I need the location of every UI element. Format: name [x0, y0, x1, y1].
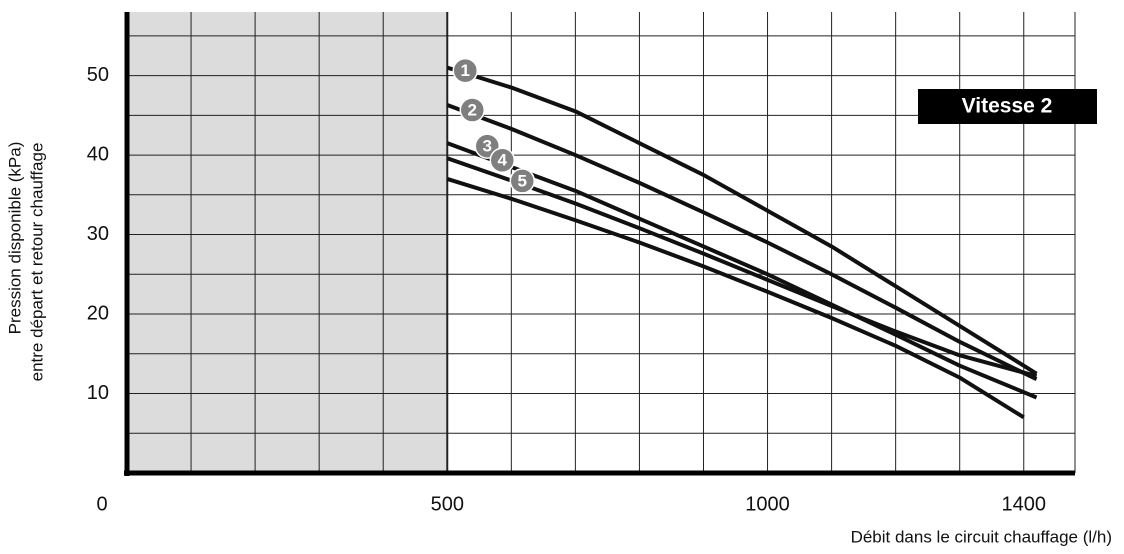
legend-label: 2: [468, 100, 477, 119]
y-tick-label: 40: [87, 143, 109, 165]
series-badge: 4: [489, 147, 516, 173]
series-line: [446, 103, 1038, 382]
series-line: [446, 156, 1038, 378]
series-line: [446, 141, 1038, 400]
y-axis-label: Pression disponible (kPa): [5, 142, 24, 335]
badge-circle: [459, 97, 486, 123]
x-axis-label: Débit dans le circuit chauffage (l/h): [851, 527, 1112, 546]
shaded-region: [127, 12, 448, 473]
y-tick-label: 30: [87, 223, 109, 245]
y-tick-label: 50: [87, 64, 109, 86]
legend-label: 4: [498, 151, 508, 170]
badge-circle: [509, 168, 536, 194]
badge-circle: [452, 57, 479, 84]
legend-label: 1: [461, 61, 470, 80]
y-tick-label: 20: [87, 302, 109, 324]
x-tick-label: 1400: [1002, 493, 1047, 515]
series-badge: 2: [459, 97, 486, 123]
series-badge: 1: [452, 57, 479, 84]
badge-circle: [489, 147, 516, 173]
series-line: [446, 65, 1038, 376]
series-line: [446, 177, 1025, 420]
annotation: Vitesse 2: [962, 95, 1053, 118]
legend-label: 3: [483, 137, 492, 156]
series-badge: 5: [509, 168, 536, 194]
x-tick-label: 0: [96, 493, 107, 515]
x-tick-label: 1000: [745, 493, 790, 515]
annotation-box: [918, 89, 1097, 124]
x-tick-label: 500: [431, 493, 464, 515]
y-axis-label: entre départ et retour chauffage: [27, 143, 46, 382]
legend-label: 5: [518, 171, 527, 190]
y-tick-label: 10: [87, 382, 109, 404]
